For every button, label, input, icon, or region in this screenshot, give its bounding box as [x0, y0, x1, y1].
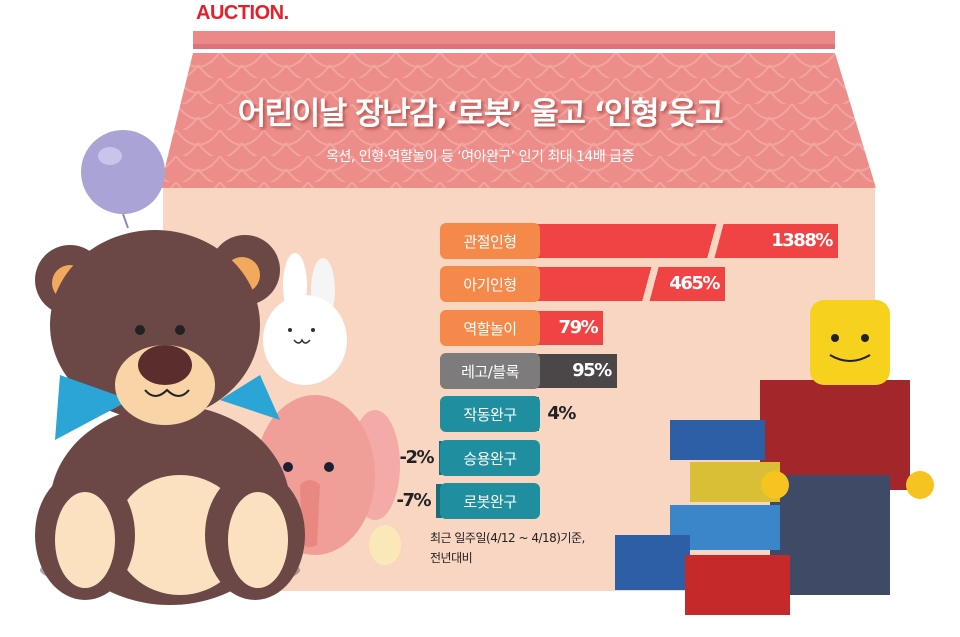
page-title: 어린이날 장난감,‘로봇’ 울고 ‘인형’웃고 [237, 96, 724, 132]
category-label: 작동완구 [440, 396, 540, 432]
category-label: 로봇완구 [440, 483, 540, 519]
value-label: 465% [669, 273, 720, 294]
value-label: -7% [396, 490, 432, 511]
category-label: 레고/블록 [440, 353, 540, 389]
footnote-line-2: 전년대비 [430, 551, 473, 565]
category-label: 역할놀이 [440, 310, 540, 346]
bar [536, 267, 725, 301]
bar [536, 354, 617, 388]
balloon-illustration [81, 130, 165, 229]
teddy-bear-illustration [35, 230, 305, 605]
category-label: 관절인형 [440, 223, 540, 259]
chart-footnote: 최근 일주일(4/12 ~ 4/18)기준, 전년대비 [430, 528, 585, 568]
footnote-line-1: 최근 일주일(4/12 ~ 4/18)기준, [430, 531, 585, 545]
value-label: 4% [547, 403, 576, 424]
roof-trim [193, 31, 835, 49]
subtitle: 옥션, 인형·역할놀이 등 ‘여아완구’ 인기 최대 14배 급증 [326, 149, 634, 165]
bar [536, 224, 838, 258]
value-label: -2% [399, 447, 434, 468]
rabbit-illustration [263, 253, 347, 385]
value-label: 79% [558, 317, 599, 338]
bar [536, 311, 604, 345]
roof-illustration [160, 53, 876, 188]
value-label: 95% [572, 360, 612, 381]
category-label: 승용완구 [440, 440, 540, 476]
category-label: 아기인형 [440, 266, 540, 302]
auction-logo: AUCTION. [196, 2, 289, 24]
lego-illustration [615, 300, 934, 615]
value-label: 1388% [771, 230, 833, 251]
bar [436, 484, 442, 518]
